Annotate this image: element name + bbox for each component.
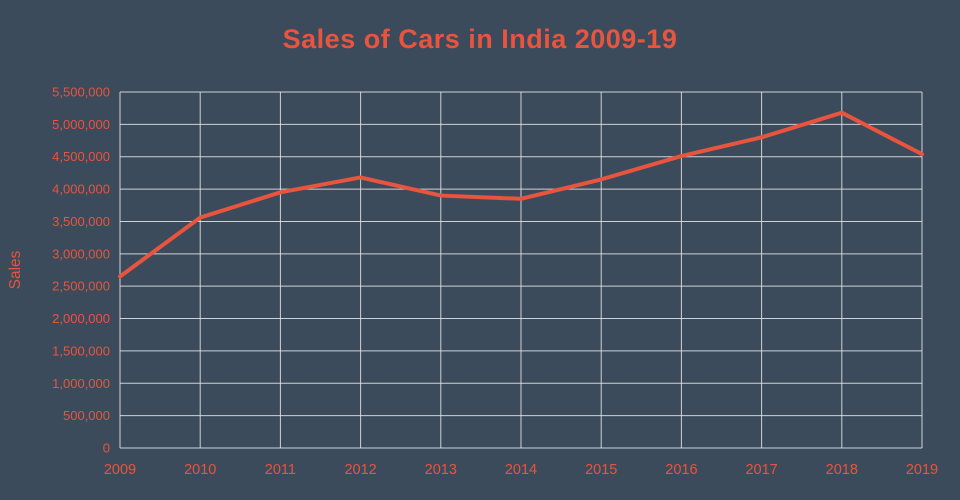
y-tick-label: 0 [103, 441, 110, 456]
y-tick-label: 3,500,000 [52, 214, 110, 229]
x-tick-label: 2014 [505, 462, 537, 478]
y-tick-label: 2,000,000 [52, 311, 110, 326]
x-tick-label: 2015 [585, 462, 617, 478]
x-tick-label: 2017 [745, 462, 777, 478]
x-tick-label: 2012 [344, 462, 376, 478]
y-tick-label: 4,500,000 [52, 149, 110, 164]
y-tick-label: 1,500,000 [52, 343, 110, 358]
y-tick-label: 4,000,000 [52, 182, 110, 197]
x-tick-label: 2009 [104, 462, 136, 478]
x-tick-label: 2018 [826, 462, 858, 478]
x-tick-label: 2011 [265, 462, 296, 478]
y-tick-label: 1,000,000 [52, 376, 110, 391]
y-tick-label: 5,500,000 [52, 85, 110, 100]
y-tick-label: 500,000 [63, 408, 110, 423]
sales-line-series [118, 110, 924, 279]
x-tick-label: 2010 [184, 462, 216, 478]
y-tick-label: 2,500,000 [52, 279, 110, 294]
x-tick-label: 2013 [425, 462, 457, 478]
y-axis-label: Sales [7, 250, 24, 289]
x-tick-label: 2019 [906, 462, 938, 478]
chart-title: Sales of Cars in India 2009-19 [282, 24, 678, 54]
x-tick-label: 2016 [665, 462, 697, 478]
y-tick-label: 5,000,000 [52, 117, 110, 132]
y-tick-label: 3,000,000 [52, 246, 110, 261]
